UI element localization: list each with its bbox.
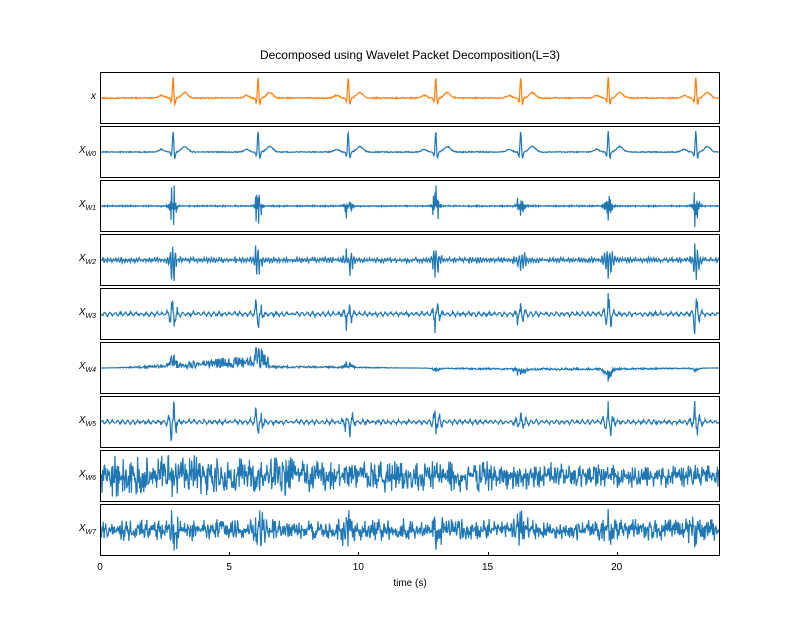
signal-line: [101, 185, 719, 227]
xtick-label: 20: [611, 562, 622, 573]
xtick-mark: [358, 552, 359, 556]
subplot-ylabel: XW3: [58, 307, 96, 320]
subplot-ylabel: XW0: [58, 145, 96, 158]
xtick-label: 0: [97, 562, 103, 573]
subplot-panel: [100, 396, 720, 448]
figure-area: xXW0XW1XW2XW3XW4XW5XW6XW705101520time (s…: [100, 72, 720, 557]
subplot-panel: [100, 342, 720, 394]
subplot-ylabel: XW5: [58, 415, 96, 428]
subplot-panel: [100, 180, 720, 232]
subplot-panel: [100, 450, 720, 502]
subplot-panel: [100, 72, 720, 124]
subplot-ylabel: x: [58, 91, 96, 102]
xtick-label: 5: [226, 562, 232, 573]
subplot-panel: [100, 126, 720, 178]
subplot-panel: [100, 288, 720, 340]
chart-title: Decomposed using Wavelet Packet Decompos…: [100, 48, 720, 62]
subplot-ylabel: XW4: [58, 361, 96, 374]
x-axis-label: time (s): [100, 578, 720, 589]
xtick-mark: [617, 552, 618, 556]
subplot-ylabel: XW1: [58, 199, 96, 212]
signal-line: [101, 401, 719, 440]
subplot-ylabel: XW7: [58, 523, 96, 536]
signal-line: [101, 347, 719, 382]
subplot-panel: [100, 504, 720, 556]
signal-line: [101, 509, 719, 550]
xtick-mark: [488, 552, 489, 556]
signal-line: [101, 455, 719, 497]
signal-line: [101, 131, 719, 159]
xtick-mark: [100, 552, 101, 556]
signal-line: [101, 293, 719, 334]
subplot-panel: [100, 234, 720, 286]
xtick-label: 15: [482, 562, 493, 573]
signal-line: [101, 243, 719, 281]
xtick-mark: [229, 552, 230, 556]
signal-line: [101, 77, 719, 105]
subplot-ylabel: XW6: [58, 469, 96, 482]
subplot-ylabel: XW2: [58, 253, 96, 266]
xtick-label: 10: [353, 562, 364, 573]
